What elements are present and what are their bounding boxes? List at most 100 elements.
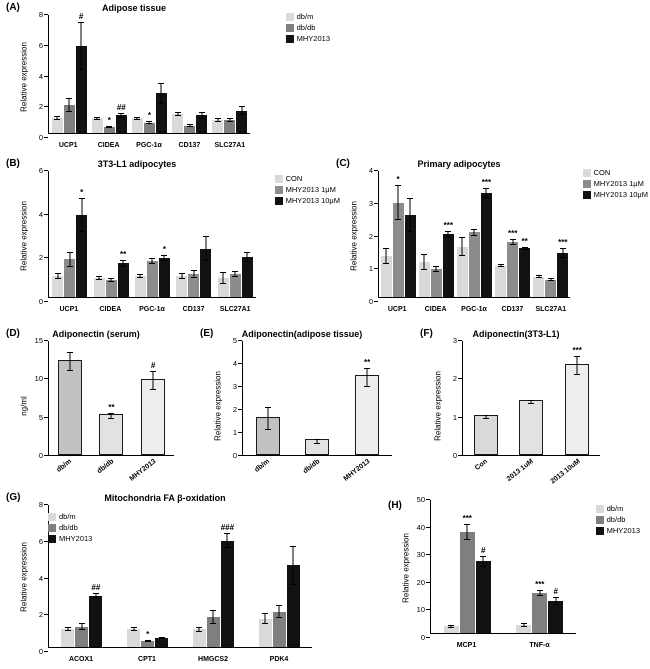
- y-axis: 0 2 4 6 8: [30, 11, 48, 142]
- error-bar-cap-top: [547, 278, 554, 280]
- error-bar-line: [80, 22, 82, 70]
- y-tick-mark: [426, 554, 430, 556]
- y-tick-label: 3: [368, 198, 373, 208]
- error-bar-cap-top: [552, 597, 559, 599]
- legend-item: MHY2013: [48, 534, 92, 543]
- bar-group: #: [141, 341, 166, 455]
- error-bar-cap-bottom: [130, 630, 137, 632]
- error-bar: [565, 356, 589, 376]
- legend: db/m db/db MHY2013: [285, 12, 330, 43]
- y-axis-label-text: ng/ml: [19, 396, 29, 417]
- error-bar-cap-bottom: [146, 123, 153, 125]
- plot-area: * ** *: [48, 171, 256, 298]
- bar: [480, 193, 492, 297]
- bar-slot: [418, 171, 430, 297]
- x-category-label-text: HMGCS2: [198, 656, 228, 663]
- chart-inflammation-markers: Relative expression 0 10 20 30 40 50 *** # *** # MC…: [400, 496, 646, 652]
- error-bar-line: [148, 121, 150, 125]
- error-bar-cap-top: [226, 117, 233, 119]
- significance-marker: #: [78, 12, 84, 22]
- bar-group: *: [380, 171, 416, 297]
- error-bar-cap-bottom: [226, 120, 233, 122]
- error-bar-cap-bottom: [407, 231, 414, 233]
- bar-slot: [93, 171, 105, 297]
- error-bar-cap-top: [178, 272, 185, 274]
- x-category-label: SLC27A1: [210, 134, 250, 152]
- bar: [51, 118, 63, 133]
- x-category-label: MHY2013: [128, 456, 174, 486]
- panel-g: (G) Mitochondria FA β-oxidation Relative …: [6, 492, 312, 666]
- bar-group: *** #: [443, 500, 491, 633]
- bar: [473, 415, 498, 455]
- legend-label: MHY2013: [296, 34, 330, 43]
- chart-adiponectin-3t3-l1: Adiponectin(3T3-L1) Relative expression 0 1…: [432, 328, 600, 486]
- error-bar: [218, 271, 229, 285]
- error-bar-cap-bottom: [66, 265, 73, 267]
- significance-marker: ##: [91, 582, 101, 592]
- significance-marker: **: [119, 250, 127, 260]
- error-bar-cap-top: [497, 263, 504, 265]
- legend-label: MHY2013 10μM: [593, 190, 648, 199]
- y-tick-mark: [44, 577, 48, 579]
- chart-body: ng/ml 0 5 10 15 ** # db/m db/db MHY2013: [18, 337, 174, 486]
- error-bar-line: [139, 273, 141, 279]
- error-bar: [116, 113, 127, 118]
- error-bar-cap-bottom: [161, 260, 168, 262]
- y-tick-label: 6: [38, 40, 43, 50]
- significance-marker: #: [553, 587, 558, 597]
- legend-swatch: [582, 168, 591, 177]
- error-bar-line: [435, 265, 437, 272]
- error-bar-line: [160, 82, 162, 104]
- bar-slot: [134, 171, 146, 297]
- panel-b: (B) 3T3-L1 adipocytes Relative expression…: [6, 158, 340, 316]
- bar: [75, 45, 87, 133]
- bar-slot: [212, 15, 224, 133]
- bar-slot: [224, 15, 236, 133]
- bar: [258, 618, 272, 647]
- error-bar-line: [81, 623, 83, 631]
- error-bar: [64, 98, 75, 112]
- error-bar-cap-bottom: [383, 262, 390, 264]
- error-bar-cap-bottom: [134, 118, 141, 120]
- error-bar: [355, 368, 379, 387]
- significance-marker: *: [107, 116, 111, 126]
- bar-group: *: [127, 505, 169, 647]
- x-axis-labels: UCP1 CIDEA PGC-1α CD137 SLC27A1: [48, 134, 250, 152]
- bar: [286, 565, 300, 647]
- panel-h-label: (H): [388, 500, 402, 511]
- plot-area: * *** *** *** ** ***: [378, 171, 570, 298]
- error-bar-cap-top: [66, 251, 73, 253]
- error-bar-cap-bottom: [120, 265, 127, 267]
- bar-slot: [272, 505, 286, 647]
- error-bar-cap-bottom: [54, 278, 61, 280]
- bar-group: ###: [192, 505, 234, 647]
- error-bar-cap-bottom: [262, 622, 269, 624]
- x-category-label: CIDEA: [416, 298, 454, 316]
- bar-group: [473, 341, 498, 455]
- bar: [355, 375, 380, 455]
- error-bar-cap-bottom: [149, 263, 156, 265]
- error-bar-cap-bottom: [483, 196, 490, 198]
- bar-slot: [61, 505, 75, 647]
- significance-marker: ***: [572, 346, 582, 356]
- bar-slot: [91, 15, 103, 133]
- bar: [229, 273, 241, 297]
- chart-title: Adiponectin(3T3-L1): [472, 329, 560, 339]
- error-bar-cap-top: [150, 371, 157, 373]
- significance-marker: ***: [443, 220, 453, 230]
- y-tick-label: 8: [38, 10, 43, 19]
- significance-marker: ##: [116, 103, 126, 113]
- error-bar: [532, 590, 547, 596]
- error-bar-line: [222, 271, 224, 285]
- x-category-label: UCP1: [48, 298, 90, 316]
- bar: [64, 259, 76, 297]
- error-bar: [200, 236, 211, 262]
- y-tick-label: 15: [34, 336, 43, 345]
- bar-group: [57, 341, 82, 455]
- bar: [103, 127, 115, 133]
- error-bar-cap-top: [290, 545, 297, 547]
- x-category-label: ACOX1: [48, 648, 114, 666]
- error-bar-cap-bottom: [445, 236, 452, 238]
- y-tick-mark: [426, 526, 430, 528]
- bar: [557, 252, 569, 297]
